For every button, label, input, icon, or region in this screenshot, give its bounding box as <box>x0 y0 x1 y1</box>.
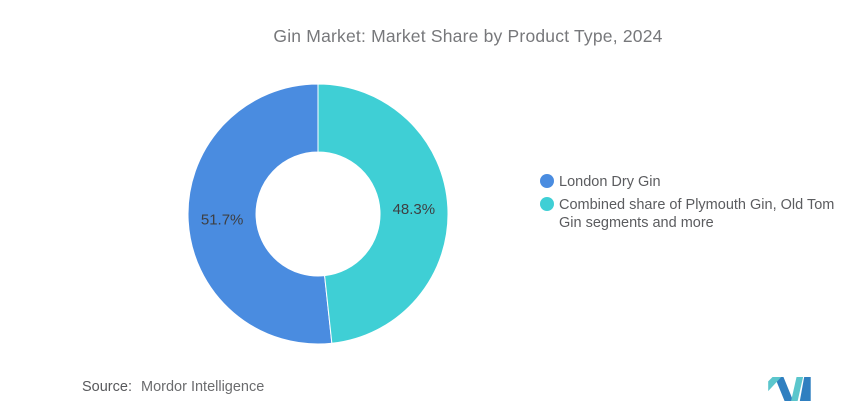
legend: London Dry Gin Combined share of Plymouth… <box>540 173 852 237</box>
slice-label-0: 51.7% <box>201 211 244 228</box>
logo-blue-right-stroke <box>799 377 811 401</box>
slice-label-1: 48.3% <box>393 201 436 218</box>
legend-marker-icon <box>540 197 554 211</box>
logo-blue-left-stroke <box>774 377 794 401</box>
logo-teal-mid-stroke <box>791 377 804 401</box>
donut-slice-1 <box>317 83 449 344</box>
legend-item-label: Combined share of Plymouth Gin, Old Tom … <box>559 197 835 231</box>
donut-chart-container: 51.7% 48.3% <box>187 83 449 345</box>
source-label: Source: <box>82 379 132 395</box>
legend-item: London Dry Gin <box>540 173 852 191</box>
chart-title: Gin Market: Market Share by Product Type… <box>273 26 663 46</box>
legend-item: Combined share of Plymouth Gin, Old Tom … <box>540 196 852 232</box>
legend-item-label: London Dry Gin <box>559 174 661 190</box>
source-line: Source: Mordor Intelligence <box>82 379 264 395</box>
donut-chart: 51.7% 48.3% <box>187 83 449 345</box>
mordor-intelligence-logo <box>768 377 811 401</box>
donut-slice-0 <box>187 83 333 345</box>
legend-marker-icon <box>540 174 554 188</box>
source-value: Mordor Intelligence <box>140 379 265 395</box>
